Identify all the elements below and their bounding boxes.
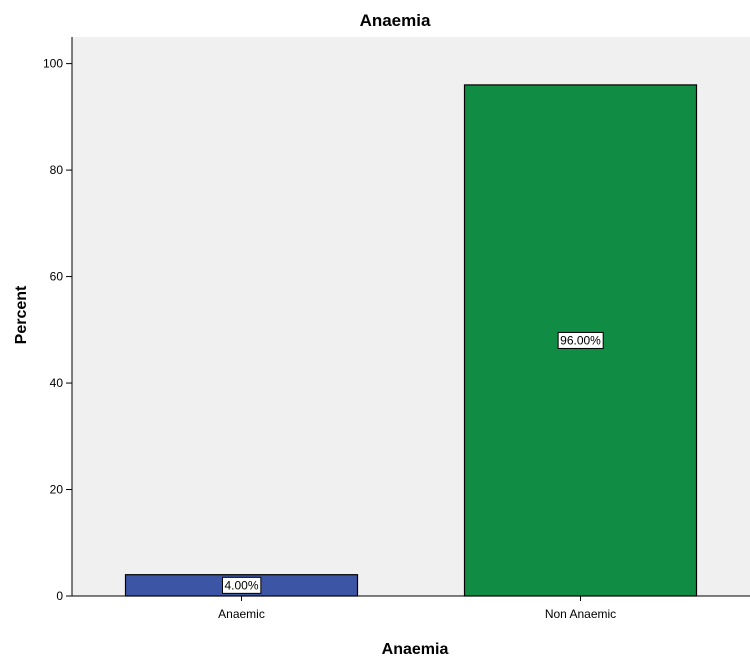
x-axis: Anaemic Non Anaemic [72,595,750,621]
data-labels-group: 4.00% 96.00% [221,331,604,594]
chart-title: Anaemia [360,11,431,30]
x-tick-label: Anaemic [218,607,265,621]
y-axis: 0 20 40 60 80 100 [43,37,73,603]
y-tick-label: 20 [50,483,64,497]
data-label-text: 96.00% [560,333,601,347]
y-tick-label: 60 [50,270,64,284]
y-tick-label: 40 [50,376,64,390]
data-label-box [557,331,604,349]
y-tick-label: 0 [56,589,63,603]
y-tick-label: 80 [50,163,64,177]
data-label: 4.00% [221,576,262,594]
data-label-text: 4.00% [224,578,258,592]
x-tick-label: Non Anaemic [545,607,616,621]
y-axis-title: Percent [13,285,30,344]
y-tick-label: 100 [43,57,63,71]
x-axis-title: Anaemia [382,641,449,657]
data-label-box [221,576,262,594]
data-label: 96.00% [557,331,604,349]
